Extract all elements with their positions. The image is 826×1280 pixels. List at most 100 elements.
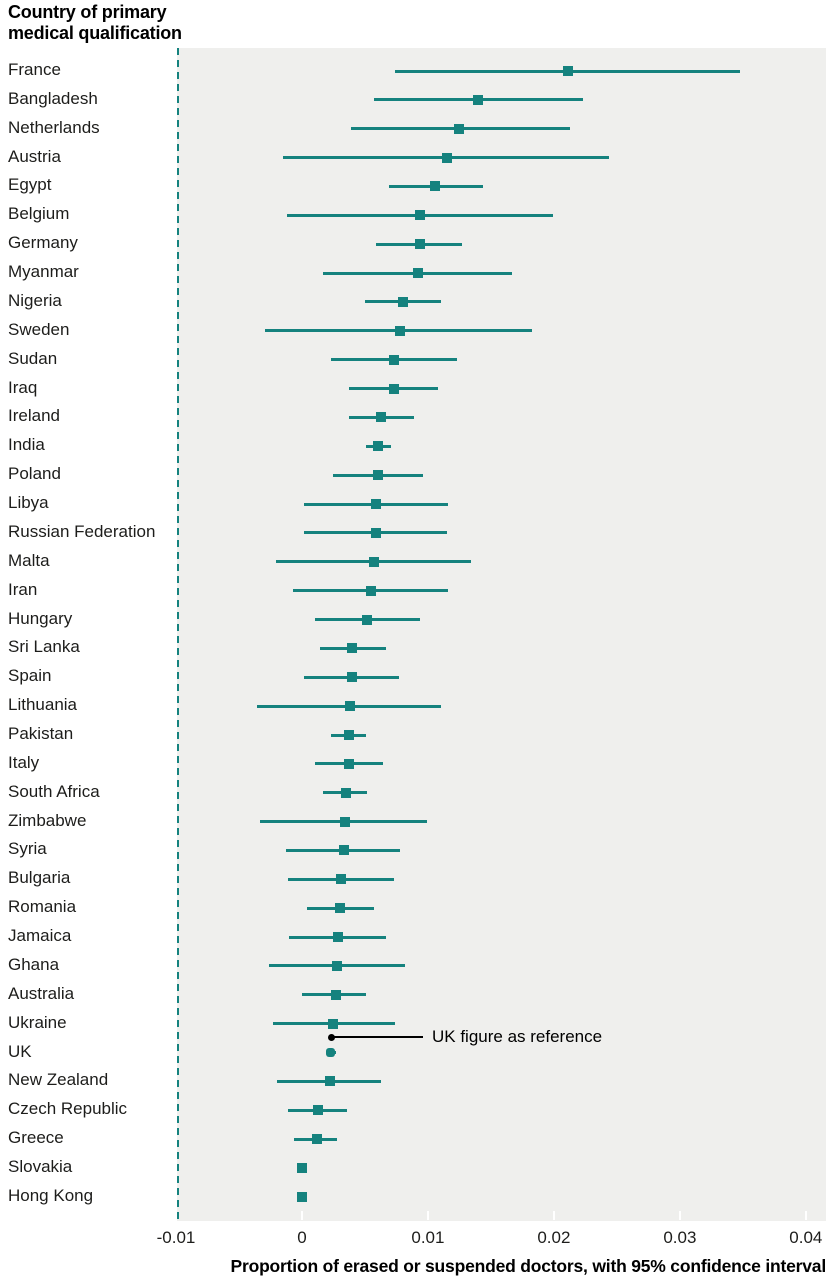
country-label: Greece — [8, 1128, 64, 1148]
annotation-pointer-line — [334, 1036, 423, 1038]
point-estimate-marker — [372, 441, 383, 452]
country-label: Italy — [8, 752, 40, 772]
point-estimate-marker — [313, 1105, 324, 1116]
country-label: Syria — [8, 839, 47, 859]
point-estimate-marker — [324, 1076, 335, 1087]
country-label: Germany — [8, 233, 78, 253]
point-estimate-marker — [371, 499, 382, 510]
country-label: Nigeria — [8, 290, 62, 310]
point-estimate-marker — [343, 758, 354, 769]
country-label: Zimbabwe — [8, 810, 87, 830]
point-estimate-marker — [296, 1191, 307, 1202]
x-axis-title: Proportion of erased or suspended doctor… — [230, 1256, 826, 1276]
x-axis-tick-label: 0.03 — [663, 1228, 697, 1247]
country-label: India — [8, 435, 45, 455]
country-label: New Zealand — [8, 1070, 109, 1090]
country-label: Belgium — [8, 204, 70, 224]
point-estimate-marker — [338, 845, 349, 856]
country-label: Ireland — [8, 406, 60, 426]
country-label: Netherlands — [8, 117, 100, 137]
country-label: Spain — [8, 666, 52, 686]
country-label: Myanmar — [8, 262, 79, 282]
country-label: Sudan — [8, 348, 58, 368]
point-estimate-marker — [430, 181, 441, 192]
point-estimate-marker — [343, 730, 354, 740]
point-estimate-marker — [415, 239, 426, 250]
country-label: Hungary — [8, 608, 73, 628]
uk-reference-marker — [326, 1048, 336, 1058]
point-estimate-marker — [412, 268, 423, 279]
x-axis-tick-label: 0.04 — [789, 1228, 823, 1247]
country-label: South Africa — [8, 781, 100, 801]
point-estimate-marker — [362, 614, 373, 625]
point-estimate-marker — [415, 210, 426, 221]
country-label: Malta — [8, 550, 50, 570]
country-label: Australia — [8, 983, 75, 1003]
country-label: Egypt — [8, 175, 52, 195]
country-label: Czech Republic — [8, 1099, 128, 1119]
x-axis-tick-label: -0.01 — [156, 1228, 196, 1247]
country-label: UK — [8, 1041, 32, 1061]
point-estimate-marker — [376, 412, 387, 423]
point-estimate-marker — [328, 1018, 339, 1029]
point-estimate-marker — [334, 903, 345, 914]
country-label: Sri Lanka — [8, 637, 80, 657]
point-estimate-marker — [347, 643, 358, 654]
x-axis-tick — [804, 1211, 807, 1220]
country-label: France — [8, 60, 61, 79]
uk-reference-dashed-line — [177, 48, 179, 1221]
country-label: Iraq — [8, 377, 38, 397]
country-label: Romania — [8, 897, 77, 917]
x-axis-tick — [426, 1211, 429, 1220]
x-axis-tick — [175, 1211, 177, 1220]
x-axis-tick-label: 0.02 — [537, 1228, 571, 1247]
point-estimate-marker — [372, 470, 383, 481]
point-estimate-marker — [388, 354, 399, 365]
point-estimate-marker — [368, 556, 379, 567]
point-estimate-marker — [333, 932, 344, 943]
country-label: Russian Federation — [8, 521, 156, 541]
point-estimate-marker — [341, 787, 352, 798]
country-label: Slovakia — [8, 1157, 73, 1177]
country-label: Hong Kong — [8, 1185, 94, 1205]
point-estimate-marker — [332, 960, 343, 971]
x-axis-tick — [300, 1211, 303, 1220]
point-estimate-marker — [388, 383, 399, 394]
y-axis-column-title: Country of primary medical qualification — [8, 2, 182, 43]
country-label: Bangladesh — [8, 88, 98, 108]
country-label: Jamaica — [8, 926, 72, 946]
plot-area: UK figure as reference — [175, 48, 826, 1221]
country-label: Iran — [8, 579, 38, 599]
point-estimate-marker — [330, 989, 341, 1000]
x-axis-tick — [678, 1211, 681, 1220]
country-label: Lithuania — [8, 695, 78, 715]
country-label: Ghana — [8, 954, 60, 974]
annotation-dot — [328, 1034, 335, 1041]
point-estimate-marker — [441, 152, 452, 163]
point-estimate-marker — [395, 325, 406, 336]
country-label: Sweden — [8, 319, 70, 339]
point-estimate-marker — [336, 874, 346, 885]
country-label: Bulgaria — [8, 868, 71, 888]
country-label: Ukraine — [8, 1012, 67, 1032]
point-estimate-marker — [366, 585, 377, 596]
point-estimate-marker — [473, 94, 484, 105]
point-estimate-marker — [562, 66, 573, 76]
point-estimate-marker — [397, 296, 408, 307]
point-estimate-marker — [339, 816, 350, 827]
point-estimate-marker — [347, 672, 358, 683]
point-estimate-marker — [312, 1134, 323, 1145]
x-axis-tick — [552, 1211, 555, 1220]
country-label: Libya — [8, 493, 49, 513]
point-estimate-marker — [296, 1163, 307, 1174]
x-axis-tick-label: 0 — [297, 1228, 307, 1247]
country-label: Austria — [8, 146, 61, 166]
point-estimate-marker — [344, 701, 355, 712]
country-label: Pakistan — [8, 724, 74, 743]
country-label: Poland — [8, 464, 61, 484]
x-axis-tick-label: 0.01 — [411, 1228, 445, 1247]
point-estimate-marker — [371, 527, 382, 538]
annotation-label: UK figure as reference — [432, 1027, 603, 1046]
point-estimate-marker — [454, 123, 465, 134]
